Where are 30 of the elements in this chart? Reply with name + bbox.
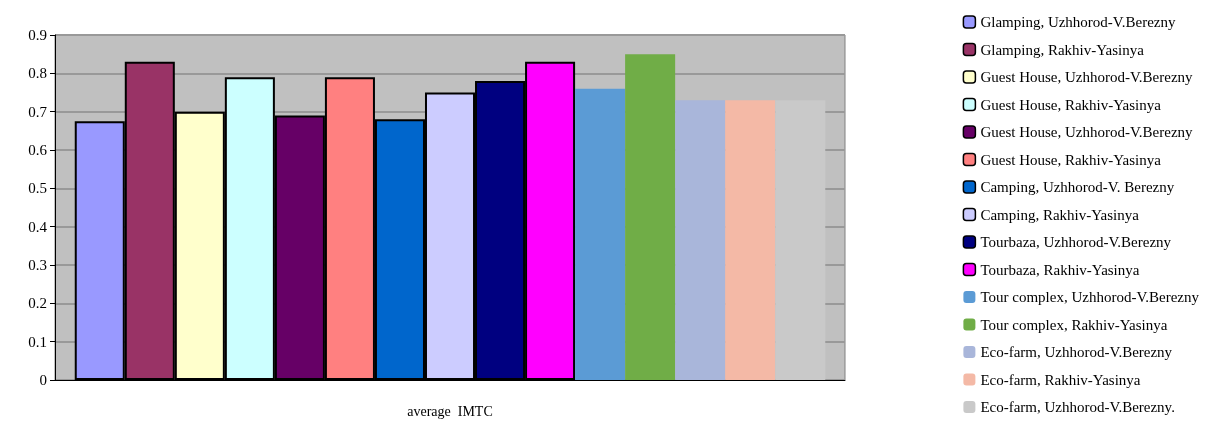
y-tick-label: 0.1 — [28, 333, 47, 350]
legend-label: Guest House, Rakhiv-Yasinya — [980, 151, 1162, 168]
bar — [575, 88, 626, 380]
legend-label: Guest House, Uzhhorod-V.Berezny — [980, 69, 1194, 85]
legend-label: Tour complex, Rakhiv-Yasinya — [980, 316, 1168, 333]
legend-label: Guest House, Rakhiv-Yasinya — [980, 96, 1162, 113]
legend-label: Eco-farm, Uzhhorod-V.Berezny — [980, 344, 1173, 360]
legend-label: Tour complex, Uzhhorod-V.Berezny — [980, 289, 1200, 305]
legend-label: Guest House, Uzhhorod-V.Berezny — [980, 124, 1194, 140]
legend-label: Tourbaza, Rakhiv-Yasinya — [980, 261, 1140, 278]
bar — [625, 54, 676, 380]
y-tick-label: 0.6 — [28, 142, 48, 158]
legend-label: Glamping, Rakhiv-Yasinya — [980, 41, 1145, 58]
legend-label: Camping, Uzhhorod-V. Berezny — [980, 179, 1175, 195]
x-axis-title: average IMTC — [407, 403, 493, 419]
y-tick-label: 0.2 — [28, 295, 47, 312]
y-tick-label: 0 — [39, 372, 47, 388]
legend-label: Eco-farm, Uzhhorod-V.Berezny. — [980, 399, 1175, 415]
legend-label: Glamping, Uzhhorod-V.Berezny — [980, 14, 1176, 30]
y-tick-label: 0.3 — [28, 257, 47, 273]
y-tick-label: 0.9 — [28, 27, 47, 43]
legend-label: Tourbaza, Uzhhorod-V.Berezny — [980, 234, 1172, 250]
legend-label: Eco-farm, Rakhiv-Yasinya — [980, 371, 1141, 388]
y-tick-label: 0.4 — [28, 218, 48, 235]
y-tick-label: 0.8 — [28, 65, 47, 82]
y-tick-label: 0.7 — [28, 103, 48, 120]
legend-label: Camping, Rakhiv-Yasinya — [980, 206, 1140, 223]
bar — [675, 100, 726, 380]
y-tick-label: 0.5 — [28, 180, 47, 197]
bar — [725, 100, 776, 380]
